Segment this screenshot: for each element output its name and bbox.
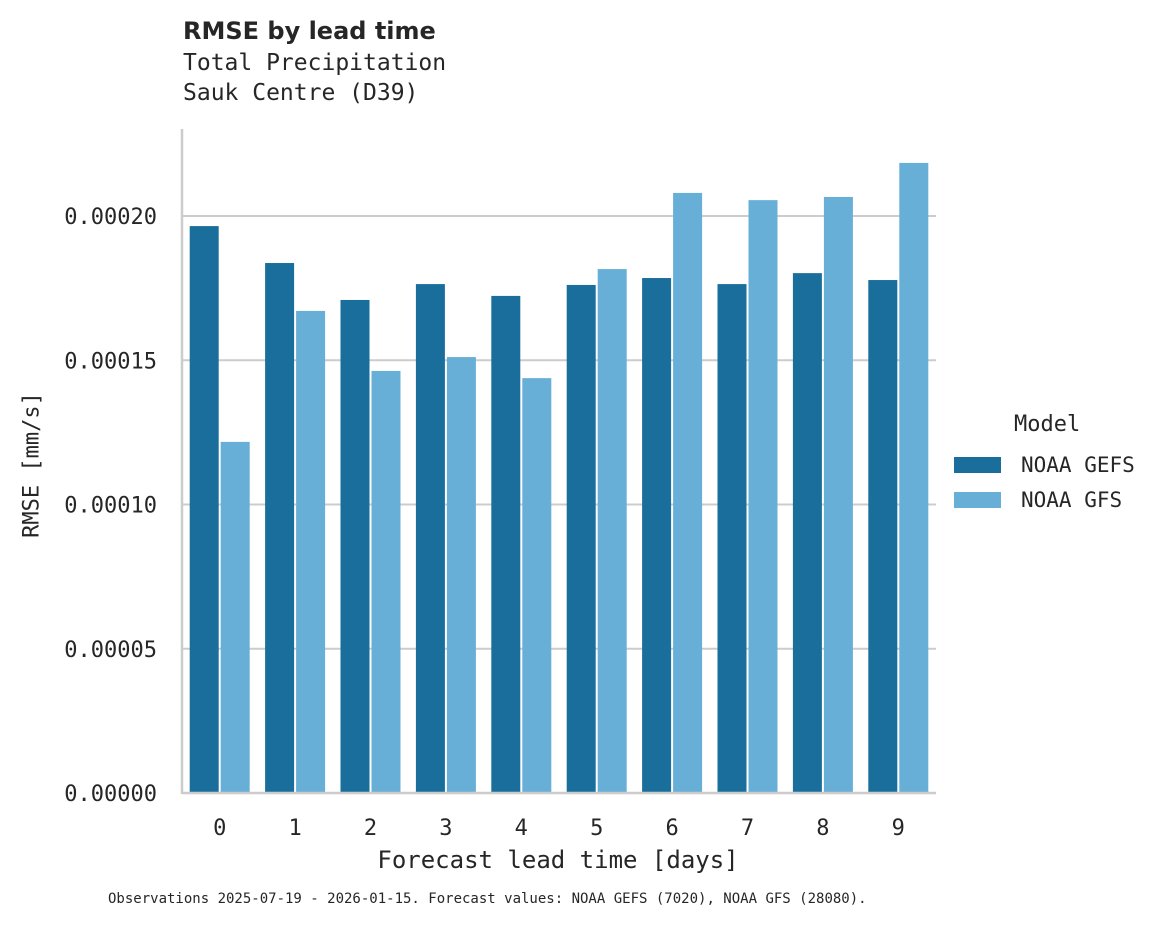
x-tick-label: 7 <box>741 816 754 841</box>
chart-title: RMSE by lead time <box>183 17 436 45</box>
x-tick-label: 8 <box>816 816 829 841</box>
x-tick-label: 6 <box>665 816 678 841</box>
legend-label-gfs: NOAA GFS <box>1021 488 1123 512</box>
bar-noaa-gfs-day-3 <box>446 357 476 793</box>
x-tick-label: 5 <box>590 816 603 841</box>
bar-noaa-gefs-day-3 <box>415 284 445 793</box>
bar-noaa-gefs-day-4 <box>491 295 521 793</box>
bar-noaa-gfs-day-2 <box>371 370 401 793</box>
y-tick-label: 0.00020 <box>64 205 157 230</box>
x-tick-label: 1 <box>288 816 301 841</box>
legend-swatch-gefs <box>954 457 1001 473</box>
x-tick-label: 2 <box>364 816 377 841</box>
bar-noaa-gefs-day-0 <box>189 226 219 793</box>
bar-noaa-gefs-day-8 <box>792 273 822 793</box>
x-tick-label: 0 <box>213 816 226 841</box>
bar-noaa-gfs-day-9 <box>899 162 929 793</box>
bar-noaa-gfs-day-8 <box>823 196 853 794</box>
y-tick-label: 0.00005 <box>64 638 157 663</box>
bar-noaa-gefs-day-2 <box>340 299 370 793</box>
bar-noaa-gefs-day-6 <box>642 278 672 794</box>
bar-noaa-gfs-day-1 <box>296 310 326 793</box>
y-tick-label: 0.00000 <box>64 782 157 807</box>
y-tick-label: 0.00015 <box>64 349 157 374</box>
legend-label-gefs: NOAA GEFS <box>1021 453 1135 477</box>
x-tick-label: 9 <box>892 816 905 841</box>
chart-subtitle-location: Sauk Centre (D39) <box>183 80 419 106</box>
bar-noaa-gfs-day-0 <box>220 441 250 793</box>
legend-item-gfs: NOAA GFS <box>954 488 1122 512</box>
bar-noaa-gefs-day-7 <box>717 284 747 793</box>
bar-noaa-gefs-day-1 <box>265 263 295 793</box>
x-axis-label: Forecast lead time [days] <box>377 846 739 874</box>
chart-subtitle-variable: Total Precipitation <box>183 50 447 76</box>
legend-title: Model <box>1014 412 1081 437</box>
x-tick-label: 3 <box>439 816 452 841</box>
bar-noaa-gefs-day-9 <box>868 280 898 793</box>
y-tick-label: 0.00010 <box>64 494 157 519</box>
legend-item-gefs: NOAA GEFS <box>954 453 1135 477</box>
footnote: Observations 2025-07-19 - 2026-01-15. Fo… <box>108 891 867 907</box>
bar-noaa-gefs-day-5 <box>566 284 596 793</box>
x-tick-label: 4 <box>515 816 528 841</box>
y-axis-label: RMSE [mm/s] <box>19 392 45 538</box>
bar-noaa-gfs-day-6 <box>673 192 703 794</box>
bar-noaa-gfs-day-4 <box>522 378 552 793</box>
bar-noaa-gfs-day-7 <box>748 200 778 793</box>
bar-noaa-gfs-day-5 <box>597 269 627 794</box>
legend-swatch-gfs <box>954 492 1001 508</box>
